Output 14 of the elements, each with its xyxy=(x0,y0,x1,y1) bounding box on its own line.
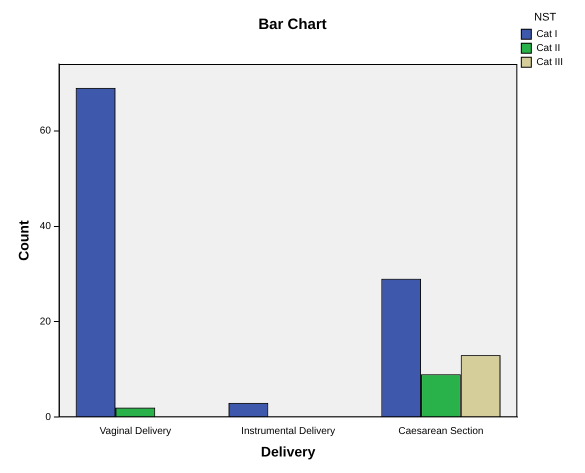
y-tick-label: 60 xyxy=(40,126,52,137)
legend-title: NST xyxy=(534,12,556,24)
y-tick-label: 20 xyxy=(40,316,52,328)
y-axis-title: Count xyxy=(15,220,32,261)
x-tick-label: Vaginal Delivery xyxy=(100,426,172,437)
legend-label: Cat III xyxy=(536,56,564,68)
y-tick-label: 40 xyxy=(40,221,52,232)
chart-title: Bar Chart xyxy=(258,16,327,34)
x-axis-title: Delivery xyxy=(260,443,316,460)
x-tick-label: Instrumental Delivery xyxy=(241,426,336,437)
y-tick-label: 0 xyxy=(45,412,52,423)
x-tick-label: Caesarean Section xyxy=(398,426,484,437)
legend-label: Cat II xyxy=(536,42,560,54)
legend-label: Cat I xyxy=(536,28,558,40)
